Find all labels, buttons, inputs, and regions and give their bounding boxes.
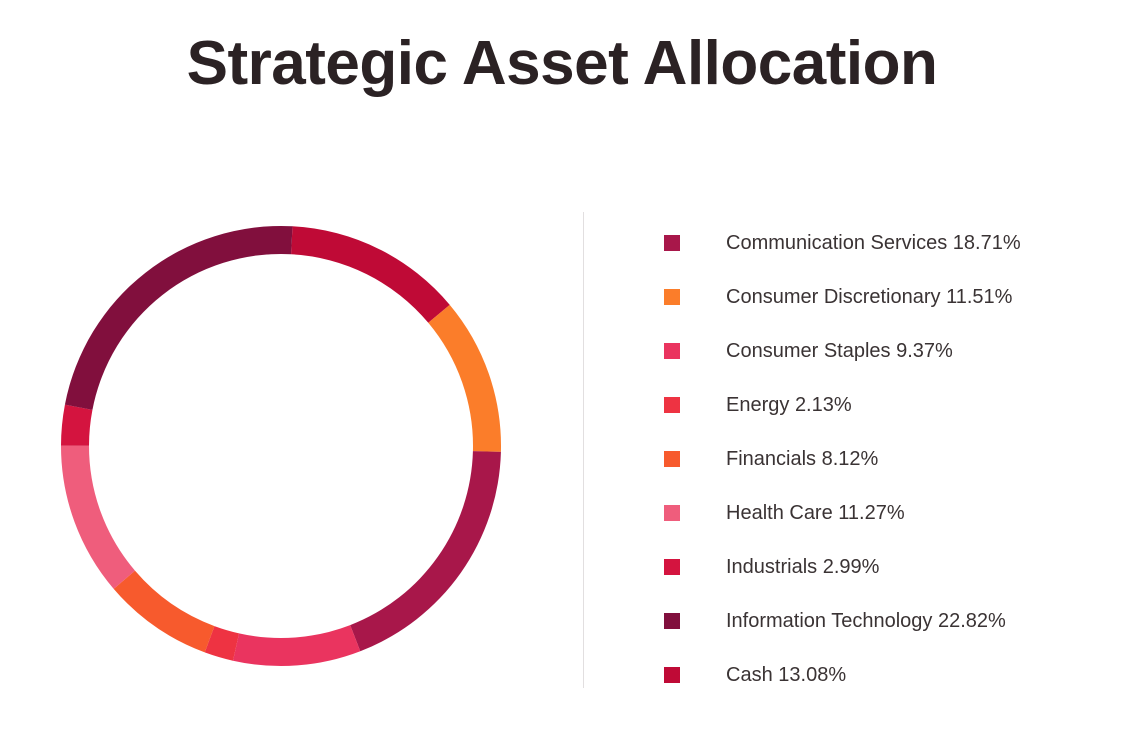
donut-slice-consumer-staples[interactable]	[232, 625, 361, 666]
legend-label-value: 18.71%	[952, 231, 1021, 254]
legend-item-industrials[interactable]: Industrials 2.99%	[664, 540, 1104, 594]
legend-label-name: Consumer Staples	[726, 339, 891, 362]
legend-label-value: 9.37%	[896, 339, 953, 362]
legend-label-name: Cash	[726, 663, 773, 686]
legend-item-information-technology[interactable]: Information Technology 22.82%	[664, 594, 1104, 648]
legend-label-value: 11.27%	[838, 501, 905, 524]
donut-slice-health-care[interactable]	[60, 445, 135, 589]
legend-label-value: 8.12%	[821, 447, 879, 470]
legend-label: Information Technology 22.82%	[726, 610, 1006, 633]
legend-swatch	[664, 397, 680, 413]
legend-swatch	[664, 451, 680, 467]
legend-swatch	[664, 235, 680, 251]
legend-swatch	[664, 505, 680, 521]
donut-slice-consumer-discretionary[interactable]	[428, 304, 501, 452]
legend-swatch	[664, 559, 680, 575]
legend-label-value: 2.99%	[822, 555, 880, 578]
legend-label: Financials 8.12%	[726, 448, 878, 471]
legend-label-name: Energy	[726, 393, 790, 416]
legend-label: Health Care 11.27%	[726, 502, 905, 525]
legend-swatch	[664, 667, 680, 683]
legend-item-financials[interactable]: Financials 8.12%	[664, 432, 1104, 486]
legend-item-consumer-staples[interactable]: Consumer Staples 9.37%	[664, 324, 1104, 378]
legend-swatch	[664, 613, 680, 629]
legend-label-name: Communication Services	[726, 231, 948, 254]
legend-label-value: 13.08%	[778, 663, 847, 686]
legend-label-value: 2.13%	[794, 393, 852, 416]
donut-slice-energy[interactable]	[204, 626, 240, 661]
donut-chart	[60, 225, 501, 666]
donut-slice-industrials[interactable]	[61, 404, 93, 446]
legend-item-consumer-discretionary[interactable]: Consumer Discretionary 11.51%	[664, 270, 1104, 324]
donut-slice-information-technology[interactable]	[64, 225, 293, 410]
legend-label-name: Information Technology	[726, 609, 933, 632]
legend-label: Consumer Discretionary 11.51%	[726, 286, 1012, 309]
legend-swatch	[664, 289, 680, 305]
chart-legend: Communication Services 18.71% Consumer Di…	[664, 216, 1104, 702]
legend-label: Cash 13.08%	[726, 664, 846, 687]
donut-slice-communication-services[interactable]	[350, 451, 501, 652]
legend-label-name: Consumer Discretionary	[726, 285, 941, 308]
legend-label-name: Health Care	[726, 501, 833, 524]
legend-label: Communication Services 18.71%	[726, 232, 1021, 255]
legend-label: Consumer Staples 9.37%	[726, 340, 953, 363]
legend-label-value: 22.82%	[938, 609, 1006, 632]
legend-label-name: Financials	[726, 447, 817, 470]
legend-swatch	[664, 343, 680, 359]
donut-slice-financials[interactable]	[113, 570, 215, 653]
donut-slice-cash[interactable]	[291, 226, 450, 323]
legend-label: Energy 2.13%	[726, 394, 852, 417]
legend-label: Industrials 2.99%	[726, 556, 879, 579]
legend-label-value: 11.51%	[946, 285, 1013, 308]
legend-item-energy[interactable]: Energy 2.13%	[664, 378, 1104, 432]
legend-label-name: Industrials	[726, 555, 818, 578]
chart-title: Strategic Asset Allocation	[186, 29, 938, 98]
legend-item-cash[interactable]: Cash 13.08%	[664, 648, 1104, 702]
legend-item-health-care[interactable]: Health Care 11.27%	[664, 486, 1104, 540]
legend-item-communication-services[interactable]: Communication Services 18.71%	[664, 216, 1104, 270]
legend-divider	[583, 212, 584, 688]
